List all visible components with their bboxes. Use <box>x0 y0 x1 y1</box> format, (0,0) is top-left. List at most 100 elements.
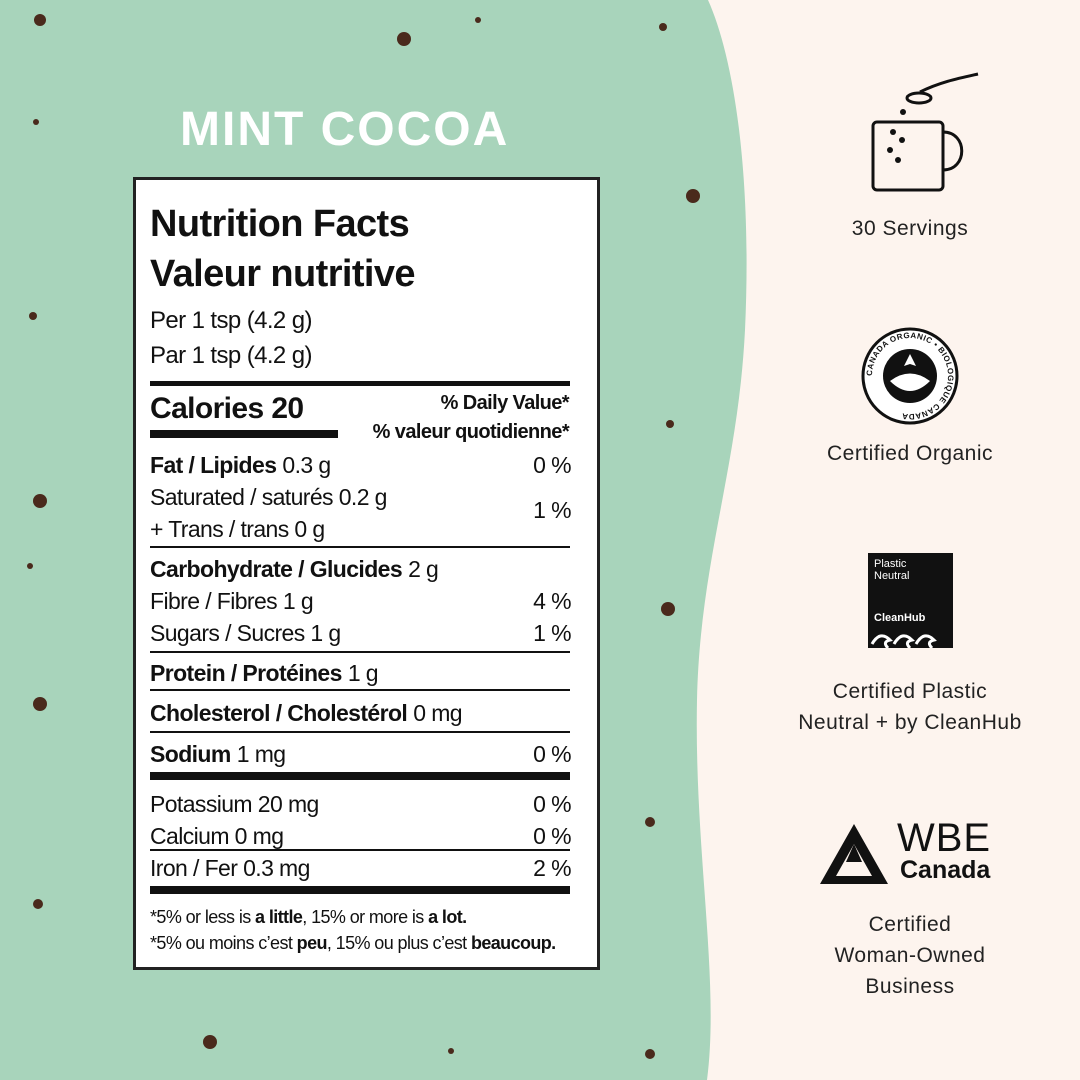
rule <box>150 546 570 548</box>
nutrient-name: Saturated / saturés 0.2 g <box>150 484 387 510</box>
daily-value: 0 % <box>533 741 571 767</box>
nutrient-row: + Trans / trans 0 g <box>150 516 325 542</box>
dot <box>645 817 655 827</box>
wbe-logo <box>820 824 888 884</box>
waves <box>870 634 937 648</box>
feature: Certified Plastic Neutral + by CleanHub <box>780 676 1040 738</box>
feature-text: Certified Plastic <box>832 680 988 703</box>
dot <box>34 14 46 26</box>
badge-text: Plastic Neutral <box>874 558 909 582</box>
text: *5% or less is <box>150 907 256 927</box>
nutrient-row: Potassium 20 mg <box>150 791 319 818</box>
text: a lot. <box>428 907 467 927</box>
daily-value: 1 % <box>533 620 571 646</box>
text: peu <box>296 933 328 953</box>
daily-value: 4 % <box>533 588 571 614</box>
badge-text: Neutral <box>874 570 910 582</box>
daily-value: 2 % <box>533 855 571 881</box>
dot <box>475 17 481 23</box>
text: a little <box>255 907 303 927</box>
nutrient-name: Fibre / Fibres 1 g <box>150 588 314 614</box>
nutrient-row: Cholesterol / Cholestérol 0 mg <box>150 700 463 727</box>
nutrient-amount: 1 g <box>347 660 379 686</box>
calories: Calories 20 <box>150 392 304 425</box>
text: , 15% or more is <box>302 907 429 927</box>
dot <box>33 494 47 508</box>
daily-value: 0 % <box>533 791 571 817</box>
nutrient-name: Protein / Protéines <box>150 660 342 686</box>
title: MINT COCOA <box>180 103 510 156</box>
nutrient-row: Saturated / saturés 0.2 g <box>150 484 387 511</box>
nutrient-amount: 2 g <box>408 556 439 582</box>
nutrient-name: Sugars / Sucres 1 g <box>150 620 341 646</box>
nutrient-name: Calcium 0 mg <box>150 823 284 849</box>
heading-en: Nutrition Facts <box>150 203 410 245</box>
nutrient-amount: 1 mg <box>236 741 286 767</box>
rule <box>150 886 570 894</box>
rule <box>150 731 570 733</box>
heading-fr: Valeur nutritive <box>150 253 416 295</box>
nutrient-name: Potassium 20 mg <box>150 791 319 817</box>
feature: 30 Servings <box>780 213 1040 244</box>
dot <box>33 119 39 125</box>
badge-text: Plastic <box>874 558 907 570</box>
rule <box>150 849 570 851</box>
dot <box>661 602 675 616</box>
rule <box>150 689 570 691</box>
text: beaucoup. <box>470 933 556 953</box>
nutrient-row: Sodium 1 mg <box>150 741 286 768</box>
nutrient-name: Carbohydrate / Glucides <box>150 556 403 582</box>
rule <box>150 430 338 438</box>
daily-value: 1 % <box>533 497 571 523</box>
dot <box>33 899 43 909</box>
nutrient-row: Protein / Protéines 1 g <box>150 660 379 687</box>
nutrient-name: Cholesterol / Cholestérol <box>150 700 408 726</box>
nutrient-row: Iron / Fer 0.3 mg <box>150 855 310 882</box>
serving-en: Per 1 tsp (4.2 g) <box>150 307 312 334</box>
dot <box>659 23 667 31</box>
nutrient-row: Carbohydrate / Glucides 2 g <box>150 556 439 583</box>
feature-text: Neutral + by CleanHub <box>798 711 1022 734</box>
dot <box>203 1035 217 1049</box>
nutrient-name: Sodium <box>150 741 231 767</box>
dot <box>397 32 411 46</box>
feature-text: Woman-Owned <box>834 944 986 967</box>
nutrient-row: Calcium 0 mg <box>150 823 284 850</box>
nutrition-label <box>133 177 600 970</box>
dot <box>666 420 674 428</box>
text: *5% ou moins c’est <box>150 933 297 953</box>
nutrient-name: Fat / Lipides <box>150 452 277 478</box>
dot <box>686 189 700 203</box>
dot <box>448 1048 454 1054</box>
organic-badge: CANADA ORGANIC • BIOLOGIQUE CANADA <box>861 327 959 425</box>
footnote-en: *5% or less is a little, 15% or more is … <box>150 907 467 928</box>
text: , 15% ou plus c’est <box>326 933 471 953</box>
dot <box>33 697 47 711</box>
nutrient-amount: 0 mg <box>413 700 462 726</box>
feature: Certified Organic <box>780 438 1040 469</box>
dot <box>27 563 33 569</box>
nutrient-row: Fat / Lipides 0.3 g <box>150 452 331 479</box>
dot <box>645 1049 655 1059</box>
rule <box>150 772 570 780</box>
footnote-fr: *5% ou moins c’est peu, 15% ou plus c’es… <box>150 933 556 954</box>
feature: Certified Woman-Owned Business <box>780 909 1040 1002</box>
feature-text: Certified <box>868 913 952 936</box>
nutrient-amount: 0.3 g <box>282 452 331 478</box>
plastic-badge <box>868 553 953 648</box>
feature-text: Certified Organic <box>826 442 994 465</box>
nutrient-name: Iron / Fer 0.3 mg <box>150 855 310 881</box>
nutrient-row: Sugars / Sucres 1 g <box>150 620 341 647</box>
daily-value: 0 % <box>533 452 571 478</box>
feature-text: 30 Servings <box>851 217 969 240</box>
serving-fr: Par 1 tsp (4.2 g) <box>150 342 312 369</box>
dv-fr: % valeur quotidienne* <box>372 421 570 443</box>
dv-en: % Daily Value* <box>440 392 570 414</box>
feature-text: Business <box>865 975 955 998</box>
badge-text: WBE <box>897 816 992 860</box>
badge-text: Canada <box>900 856 991 884</box>
rule <box>150 651 570 653</box>
mug-icon <box>871 72 979 192</box>
badge-text: CleanHub <box>874 612 926 624</box>
